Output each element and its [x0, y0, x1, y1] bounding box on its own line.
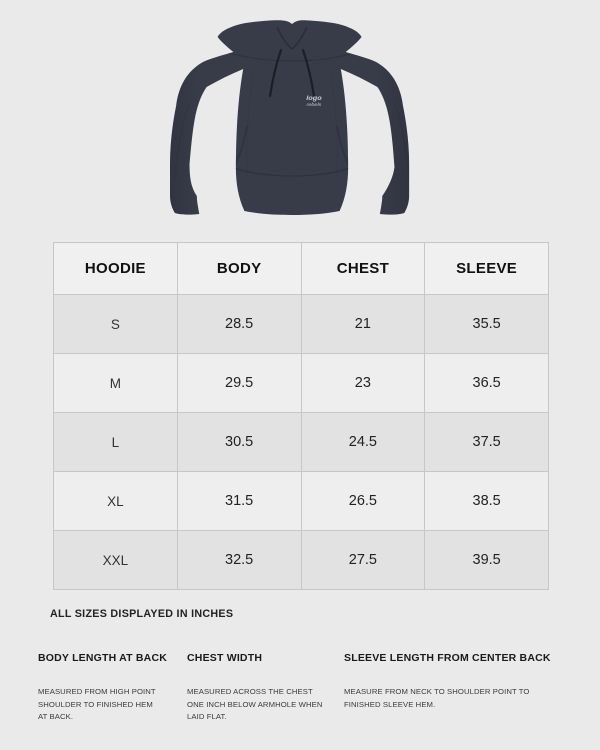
svg-text:logo: logo — [306, 96, 321, 102]
svg-text:rebels: rebels — [307, 102, 322, 107]
